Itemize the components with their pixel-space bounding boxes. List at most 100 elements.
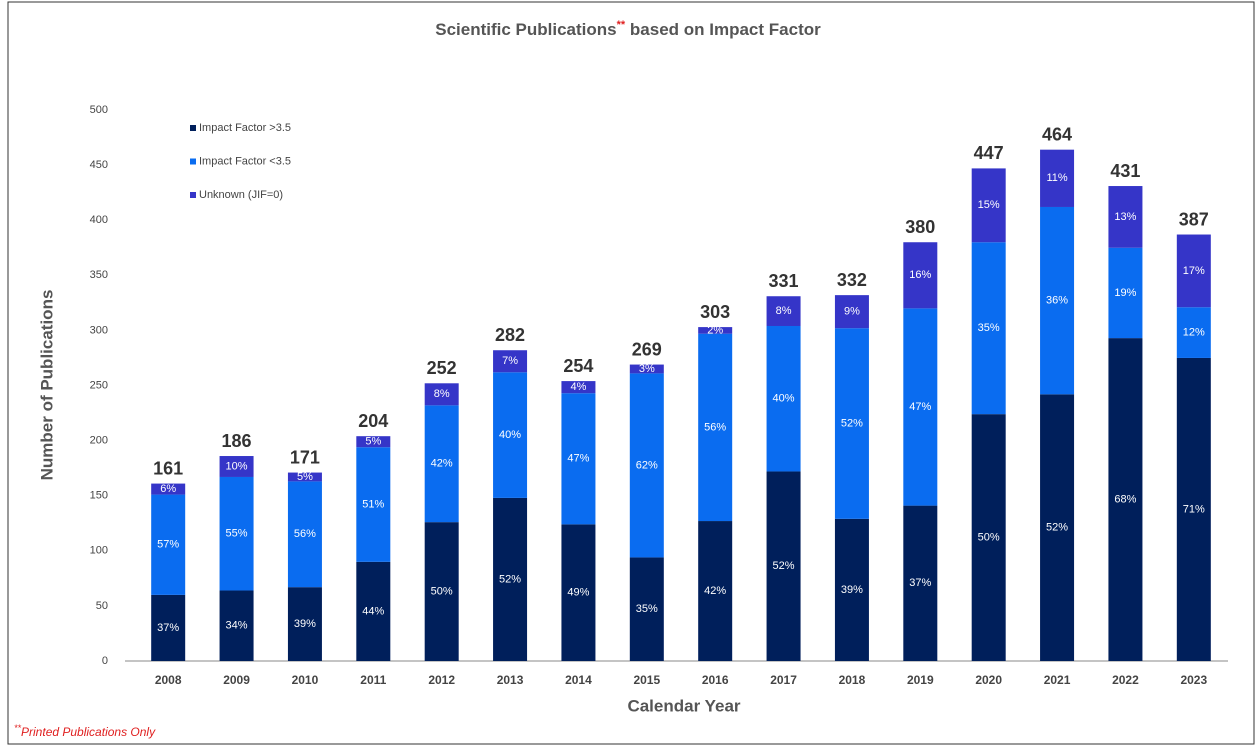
bar-segment: [834, 295, 869, 329]
total-label: 254: [563, 356, 593, 376]
title-mark: **: [617, 19, 626, 31]
data-label: 42%: [704, 585, 726, 597]
data-label: 39%: [841, 584, 863, 596]
bar-segment: [1040, 206, 1075, 395]
total-label: 171: [290, 447, 320, 467]
bar-segment: [903, 308, 938, 506]
bar-segment: [629, 373, 664, 558]
data-label: 8%: [434, 388, 450, 400]
total-label: 269: [632, 339, 662, 359]
legend-swatch: [190, 158, 196, 165]
data-label: 56%: [704, 421, 726, 433]
bar-segment: [356, 447, 391, 562]
data-label: 12%: [1183, 327, 1205, 339]
y-tick-label: 350: [90, 269, 108, 281]
y-tick-label: 200: [90, 435, 108, 447]
bar-segment: [1176, 357, 1211, 661]
bar-segment: [903, 505, 938, 661]
data-label: 3%: [639, 363, 655, 375]
total-label: 186: [222, 431, 252, 451]
data-label: 47%: [567, 453, 589, 465]
legend-label: Impact Factor >3.5: [199, 122, 291, 134]
data-label: 52%: [773, 560, 795, 572]
bar-segment: [356, 436, 391, 448]
y-tick-label: 250: [90, 379, 108, 391]
bar-segment: [219, 590, 254, 661]
x-tick-label: 2020: [975, 673, 1002, 687]
x-tick-label: 2013: [497, 673, 524, 687]
total-label: 282: [495, 325, 525, 345]
data-label: 11%: [1046, 172, 1067, 184]
legend-label: Unknown (JIF=0): [199, 189, 283, 201]
data-label: 52%: [499, 573, 521, 585]
data-label: 13%: [1114, 211, 1136, 223]
data-label: 42%: [431, 458, 453, 470]
y-tick-label: 150: [90, 490, 108, 502]
data-label: 37%: [157, 622, 179, 634]
total-label: 387: [1179, 209, 1209, 229]
data-label: 52%: [841, 417, 863, 429]
x-tick-label: 2014: [565, 673, 592, 687]
bar-segment: [287, 481, 322, 588]
data-label: 19%: [1114, 287, 1136, 299]
bar-segment: [834, 518, 869, 661]
x-tick-label: 2022: [1112, 673, 1139, 687]
data-label: 62%: [636, 459, 658, 471]
bar-segment: [151, 494, 186, 595]
y-tick-label: 500: [90, 104, 108, 116]
data-label: 5%: [297, 471, 313, 483]
x-tick-label: 2019: [907, 673, 934, 687]
bar-segment: [424, 522, 459, 661]
bar-segment: [356, 561, 391, 661]
total-label: 161: [153, 458, 183, 478]
data-label: 40%: [773, 393, 795, 405]
legend-swatch: [190, 192, 196, 198]
bar-segment: [287, 472, 322, 482]
data-label: 36%: [1046, 295, 1068, 307]
total-label: 332: [837, 270, 867, 290]
legend-label: Impact Factor <3.5: [199, 155, 291, 167]
data-label: 35%: [978, 322, 1000, 334]
x-tick-label: 2008: [155, 673, 182, 687]
data-label: 15%: [978, 199, 1000, 211]
x-tick-label: 2023: [1180, 673, 1207, 687]
bar-segment: [424, 383, 459, 406]
bar-segment: [287, 587, 322, 661]
chart-title: Scientific Publications** based on Impac…: [435, 19, 821, 40]
y-tick-label: 300: [90, 324, 108, 336]
bar-segment: [971, 414, 1006, 661]
data-label: 17%: [1183, 265, 1205, 277]
total-label: 380: [905, 217, 935, 237]
y-tick-label: 450: [90, 159, 108, 171]
data-label: 8%: [776, 305, 792, 317]
data-label: 68%: [1114, 493, 1136, 505]
data-label: 2%: [707, 324, 723, 336]
bar-segment: [971, 168, 1006, 243]
bar-segment: [629, 364, 664, 374]
data-label: 49%: [567, 587, 589, 599]
bar-segment: [219, 476, 254, 591]
bar-segment: [629, 557, 664, 661]
data-label: 39%: [294, 618, 316, 630]
data-label: 57%: [157, 539, 179, 551]
bar-segment: [493, 497, 528, 661]
data-label: 7%: [502, 355, 518, 367]
data-label: 47%: [909, 401, 931, 413]
title-text: based on Impact Factor: [625, 20, 821, 39]
total-label: 252: [427, 358, 457, 378]
data-label: 4%: [570, 381, 586, 393]
data-label: 35%: [636, 603, 658, 615]
bar-segment: [1176, 307, 1211, 358]
x-tick-label: 2011: [360, 673, 386, 687]
data-label: 6%: [160, 483, 176, 495]
data-label: 37%: [909, 577, 931, 589]
footnote: **Printed Publications Only: [14, 723, 156, 739]
legend-swatch: [190, 125, 196, 131]
total-label: 331: [769, 271, 799, 291]
data-label: 56%: [294, 528, 316, 540]
bar-segment: [698, 333, 733, 522]
x-tick-label: 2018: [839, 673, 866, 687]
data-label: 40%: [499, 429, 521, 441]
data-label: 50%: [431, 585, 453, 597]
data-label: 16%: [909, 269, 931, 281]
